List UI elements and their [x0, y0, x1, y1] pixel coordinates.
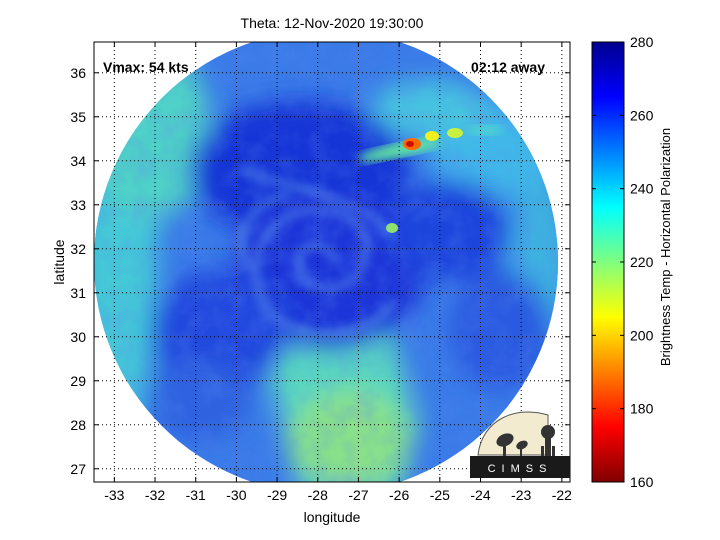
colorbar-scale	[591, 41, 625, 483]
colorbar-tick-label: 280	[630, 34, 654, 50]
x-tick-label: -22	[552, 487, 572, 503]
colorbar: 160 180 200 220 240 260 280 Brightness Temp - …	[591, 34, 673, 490]
y-tick-label: 33	[70, 197, 86, 213]
cimss-logo: CIMSS	[470, 411, 570, 478]
colorbar-ticks: 160 180 200 220 240 260 280	[592, 34, 654, 490]
colorbar-tick-label: 160	[630, 474, 654, 490]
x-tick-label: -24	[470, 487, 490, 503]
colorbar-tick-label: 260	[630, 107, 654, 123]
colorbar-tick-label: 240	[630, 181, 654, 197]
y-tick-label: 27	[70, 461, 86, 477]
logo-text: CIMSS	[488, 463, 553, 475]
y-axis: 27 28 29 30 31 32 33 34 35 36	[70, 65, 570, 477]
y-tick-label: 32	[70, 241, 86, 257]
y-tick-label: 34	[70, 153, 86, 169]
vmax-annotation: Vmax: 54 kts	[103, 59, 189, 75]
x-tick-label: -27	[348, 487, 368, 503]
y-tick-label: 29	[70, 373, 86, 389]
colorbar-tick-label: 200	[630, 327, 654, 343]
y-tick-label: 36	[70, 65, 86, 81]
chart-title: Theta: 12-Nov-2020 19:30:00	[241, 15, 424, 31]
y-axis-label: latitude	[51, 239, 67, 284]
x-tick-label: -30	[226, 487, 246, 503]
y-tick-label: 28	[70, 417, 86, 433]
x-tick-label: -29	[267, 487, 287, 503]
colorbar-label: Brightness Temp - Horizontal Polarizatio…	[658, 128, 673, 366]
y-tick-label: 30	[70, 329, 86, 345]
colorbar-tick-label: 220	[630, 254, 654, 270]
x-tick-label: -33	[104, 487, 124, 503]
x-tick-label: -23	[511, 487, 531, 503]
colorbar-tick-label: 180	[630, 401, 654, 417]
convective-cells	[358, 125, 503, 233]
x-tick-label: -28	[308, 487, 328, 503]
x-tick-label: -32	[145, 487, 165, 503]
time-offset-annotation: 02:12 away	[471, 59, 545, 75]
x-tick-label: -26	[389, 487, 409, 503]
x-axis: -33 -32 -31 -30 -29 -28 -27 -26 -25 -24 -23 -22	[104, 42, 572, 503]
y-tick-label: 31	[70, 285, 86, 301]
x-tick-label: -25	[430, 487, 450, 503]
x-tick-label: -31	[186, 487, 206, 503]
x-axis-label: longitude	[304, 509, 361, 525]
axes-frame	[93, 41, 571, 483]
y-tick-label: 35	[70, 109, 86, 125]
